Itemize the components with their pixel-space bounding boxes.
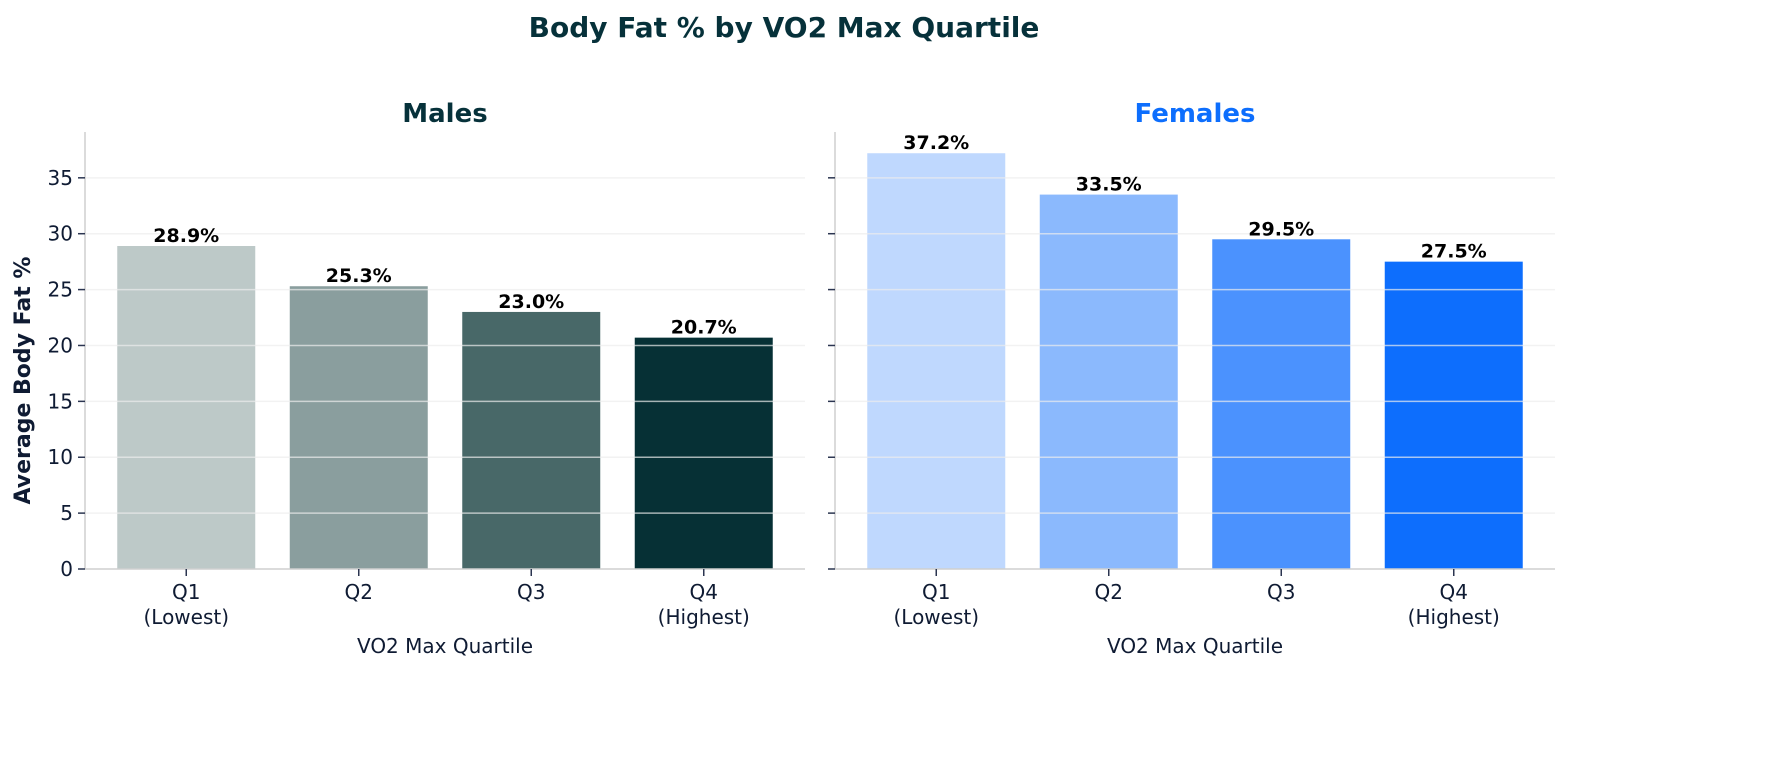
y-tick-label: 20 [48,333,73,357]
subplot-title: Females [1135,99,1256,129]
y-tick-label: 10 [48,445,73,469]
data-label: 23.0% [498,291,564,313]
y-axis-label: Average Body Fat % [11,257,36,505]
data-label: 25.3% [326,265,392,287]
x-tick-label: Q1 (Lowest) [143,580,229,629]
y-tick-label: 35 [48,166,73,190]
data-label: 28.9% [153,225,219,247]
y-tick-label: 5 [60,501,73,525]
y-tick-label: 15 [48,389,73,413]
bar-male-q1 [117,246,256,569]
figure-title: Body Fat % by VO2 Max Quartile [529,11,1040,44]
bar-female-q1 [867,153,1006,569]
data-label: 29.5% [1248,218,1314,240]
bar-male-q3 [462,311,601,569]
bar-male-q2 [289,286,428,569]
bar-female-q4 [1384,261,1523,569]
x-tick-label: Q4 (Highest) [658,580,750,629]
bar-male-q4 [634,337,773,569]
data-label: 33.5% [1076,174,1142,196]
x-tick-label: Q3 [1267,580,1295,604]
x-tick-label: Q2 [345,580,373,604]
x-tick-label: Q3 [517,580,545,604]
y-tick-label: 0 [60,557,73,581]
subplot-title: Males [402,99,487,129]
x-axis-label: VO2 Max Quartile [1107,634,1283,658]
x-tick-label: Q2 [1095,580,1123,604]
y-tick-label: 30 [48,222,73,246]
x-tick-label: Q1 (Lowest) [893,580,979,629]
data-label: 27.5% [1421,241,1487,263]
bar-female-q2 [1039,194,1178,569]
y-tick-label: 25 [48,278,73,302]
x-tick-label: Q4 (Highest) [1408,580,1500,629]
data-label: 20.7% [671,317,737,339]
bar-female-q3 [1212,239,1351,569]
x-axis-label: VO2 Max Quartile [357,634,533,658]
data-label: 37.2% [903,132,969,154]
